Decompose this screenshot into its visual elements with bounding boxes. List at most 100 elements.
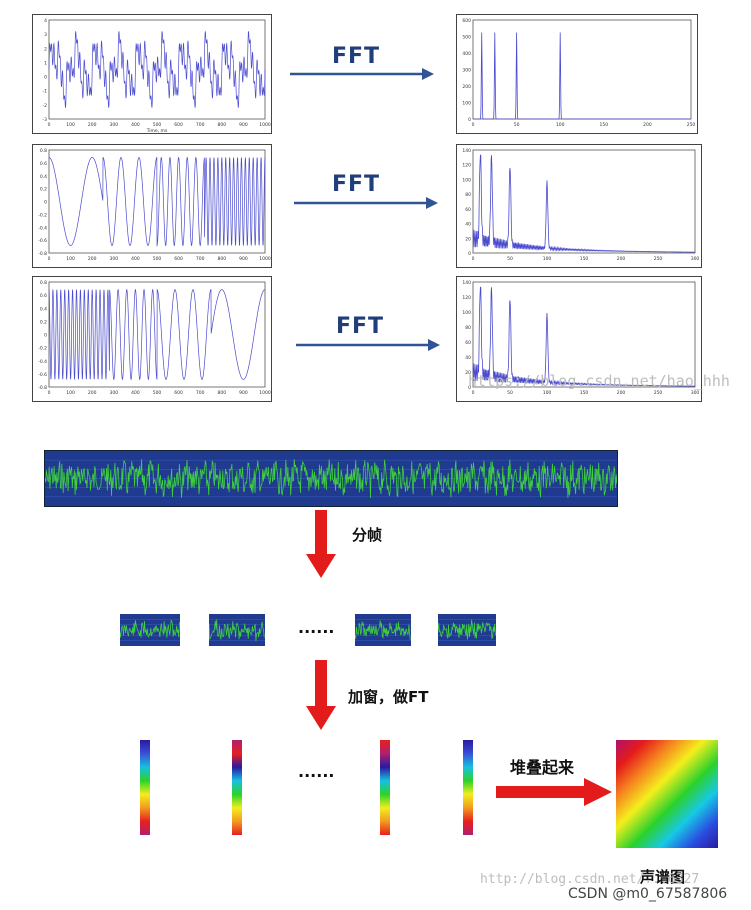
- spectrum-plot-1-xtick: 50: [514, 122, 520, 128]
- fft-label-2: FFT: [332, 172, 381, 197]
- time-plot-2-xtick: 300: [110, 256, 119, 262]
- time-plot-2-xtick: 800: [218, 256, 227, 262]
- fft-label-1: FFT: [332, 44, 381, 69]
- spectrum-plot-1-ytick: 200: [462, 84, 471, 90]
- spectrum-plot-2-ytick: 140: [462, 148, 471, 154]
- spectrum-line-3: [472, 286, 696, 387]
- red-down-arrow-2: [306, 660, 336, 730]
- spectrum-plot-1-ytick: 600: [462, 18, 471, 24]
- fft-label-3: FFT: [336, 314, 385, 339]
- spectrum-plot-1-ytick: 500: [462, 35, 471, 41]
- spectrum-plot-2-ytick: 120: [462, 163, 471, 169]
- spectrum-plot-2-ytick: 0: [468, 251, 471, 257]
- time-plot-1-ytick: -1: [43, 89, 48, 95]
- spectrum-plot-2-ytick: 60: [465, 207, 471, 213]
- spectrum-column-4: [463, 740, 473, 835]
- full-signal-strip: [44, 450, 618, 507]
- time-plot-2-ytick: 0: [44, 200, 47, 206]
- spectrum-plot-3-ytick: 140: [462, 280, 471, 286]
- time-plot-2-xtick: 0: [48, 256, 51, 262]
- step-label-window-ft: 加窗，做FT: [348, 688, 429, 706]
- time-plot-3-ytick: -0.2: [38, 346, 47, 352]
- spectrum-plot-2-xtick: 300: [691, 256, 700, 262]
- time-plot-1-ytick: 0: [44, 75, 47, 81]
- time-plot-2-xtick: 500: [153, 256, 162, 262]
- spectrum-plot-3-xtick: 150: [580, 390, 589, 396]
- time-plot-3-ytick: 0.6: [40, 293, 47, 299]
- spectrum-plot-3-xtick: 50: [507, 390, 513, 396]
- time-plot-1-ytick: -2: [43, 103, 48, 109]
- time-plot-3-ytick: 0: [44, 333, 47, 339]
- time-plot-3-xtick: 300: [110, 390, 119, 396]
- spectrum-plot-2-xtick: 250: [654, 256, 663, 262]
- time-plot-3-xtick: 100: [66, 390, 75, 396]
- time-plot-2-ytick: -0.6: [38, 238, 47, 244]
- time-plot-1-xtick: 300: [110, 122, 119, 128]
- time-plot-1-ytick: 3: [44, 32, 47, 38]
- spectrum-plot-3-ytick: 0: [468, 385, 471, 391]
- csdn-watermark-top: https://blog.csdn.net/hao_hhh: [468, 372, 730, 390]
- spectrum-plot-3-xtick: 300: [691, 390, 700, 396]
- time-signal-plot-2: 0.8 0.6 0.4 0.2 0 -0.2 -0.4 -0.6 -0.8 0 100 200 300 4…: [32, 144, 272, 268]
- green-waveform: [120, 619, 180, 638]
- ellipsis-columns: ......: [298, 762, 335, 781]
- time-plot-2-ytick: 0.8: [40, 148, 47, 154]
- spectrum-plot-2-xtick: 0: [472, 256, 475, 262]
- time-plot-2-ytick: -0.4: [38, 225, 47, 231]
- spectrum-plot-3: 140 120 100 80 60 40 20 0 0 50 100 150 200 250 300: [456, 276, 702, 402]
- spectrum-plot-1-xtick: 0: [472, 122, 475, 128]
- spectrum-plot-3-xtick: 100: [543, 390, 552, 396]
- time-signal-line-2: [48, 156, 266, 247]
- fft-arrow-1: [290, 68, 434, 80]
- time-plot-1-xtick: 0: [48, 122, 51, 128]
- csdn-credit: CSDN @m0_67587806: [568, 886, 728, 902]
- spectrum-plot-3-ytick: 100: [462, 310, 471, 316]
- spectrum-plot-2-ytick: 20: [465, 236, 471, 242]
- spectrum-plot-2: 140 120 100 80 60 40 20 0 0 50 100 150 200 250 300: [456, 144, 702, 268]
- spectrum-plot-2-xtick: 200: [617, 256, 626, 262]
- time-plot-1-xtitle: Time, ms: [146, 128, 168, 133]
- time-plot-2-xtick: 900: [239, 256, 248, 262]
- spectrum-plot-1-xtick: 250: [687, 122, 696, 128]
- time-plot-2-xtick: 100: [66, 256, 75, 262]
- time-plot-1-xtick: 900: [239, 122, 248, 128]
- time-plot-2-xtick: 200: [88, 256, 97, 262]
- time-plot-2-ytick: 0.4: [40, 174, 47, 180]
- frame-4: [438, 614, 496, 646]
- green-waveform: [45, 459, 617, 499]
- time-plot-3-xtick: 0: [48, 390, 51, 396]
- time-plot-2-xtick: 600: [174, 256, 183, 262]
- time-plot-1-xtick: 600: [174, 122, 183, 128]
- time-plot-2-ytick: 0.6: [40, 161, 47, 167]
- frame-2: [209, 614, 265, 646]
- time-plot-1-xtick: 400: [131, 122, 140, 128]
- spectrogram-label: 声谱图: [640, 868, 686, 886]
- spectrum-plot-2-xtick: 50: [507, 256, 513, 262]
- time-plot-1-ytick: -3: [43, 117, 48, 123]
- time-plot-3-ytick: 0.8: [40, 280, 47, 286]
- time-plot-3-ytick: 0.2: [40, 319, 47, 325]
- time-plot-1-xtick: 100: [66, 122, 75, 128]
- time-signal-line-1: [48, 31, 266, 108]
- time-plot-2-xtick: 400: [131, 256, 140, 262]
- spectrum-plot-2-xtick: 150: [580, 256, 589, 262]
- time-plot-2-xtick: 1000: [259, 256, 271, 262]
- spectrum-plot-3-ytick: 20: [465, 370, 471, 376]
- time-plot-1-ytick: 4: [44, 18, 47, 24]
- time-plot-2-xtick: 700: [196, 256, 205, 262]
- spectrum-plot-1-ytick: 300: [462, 68, 471, 74]
- spectrum-plot-2-ytick: 80: [465, 192, 471, 198]
- time-plot-3-xtick: 700: [196, 390, 205, 396]
- time-plot-1-ytick: 1: [44, 60, 47, 66]
- red-down-arrow-1: [306, 510, 336, 578]
- time-signal-plot-1: 4 3 2 1 0 -1 -2 -3 0 100 200 300 400 500 600 700 800 900 1…: [32, 14, 272, 134]
- time-plot-3-ytick: -0.6: [38, 372, 47, 378]
- spectrum-plot-1-xtick: 200: [643, 122, 652, 128]
- fft-arrow-2: [294, 197, 438, 209]
- time-plot-1-xtick: 800: [218, 122, 227, 128]
- time-plot-3-xtick: 600: [174, 390, 183, 396]
- spectrum-plot-2-xtick: 100: [543, 256, 552, 262]
- time-plot-2-ytick: -0.8: [38, 251, 47, 257]
- spectrum-plot-2-ytick: 100: [462, 177, 471, 183]
- ellipsis-frames: ......: [298, 618, 335, 637]
